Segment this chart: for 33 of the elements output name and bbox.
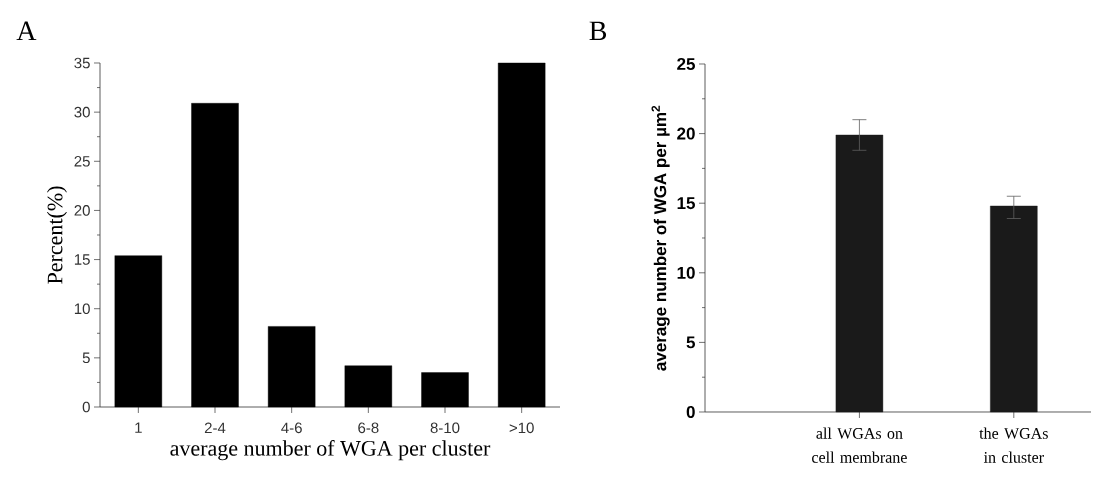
x-tick-label: 6-8 bbox=[358, 422, 379, 434]
y-tick-label: 5 bbox=[82, 352, 90, 364]
x-tick-label: 8-10 bbox=[430, 422, 460, 434]
y-tick-label: 5 bbox=[686, 336, 696, 349]
y-tick-label: 0 bbox=[82, 401, 90, 413]
x-tick-label: the WGAs in cluster bbox=[979, 427, 1048, 463]
y-axis-title: Percent(%) bbox=[46, 186, 67, 284]
y-tick-label: 10 bbox=[74, 303, 90, 315]
y-tick-label: 30 bbox=[74, 106, 90, 118]
x-tick-label: 1 bbox=[135, 422, 142, 433]
y-tick-label: 20 bbox=[74, 205, 90, 216]
y-tick-label: 0 bbox=[686, 405, 695, 419]
chart-title: B bbox=[589, 21, 607, 41]
y-tick-label: 10 bbox=[677, 266, 695, 279]
y-tick-label: 20 bbox=[677, 127, 695, 140]
x-tick-label: 2-4 bbox=[204, 422, 226, 434]
bar bbox=[267, 326, 316, 408]
bar bbox=[421, 372, 469, 408]
y-tick-label: 15 bbox=[74, 254, 90, 265]
x-tick-label: 4-6 bbox=[281, 422, 302, 434]
y-tick-label: 25 bbox=[74, 155, 90, 167]
chart-title: A bbox=[16, 21, 37, 41]
x-axis-title: average number of WGA per cluster bbox=[170, 440, 491, 461]
y-tick-label: 25 bbox=[677, 57, 695, 71]
x-tick-label: all WGAs on cell membrane bbox=[812, 427, 907, 463]
y-tick-label: 15 bbox=[677, 197, 695, 210]
bar bbox=[497, 62, 546, 408]
bar bbox=[191, 103, 239, 408]
y-axis-title: average number of WGA per µm$^{2}$ bbox=[651, 105, 670, 371]
bar bbox=[114, 255, 163, 408]
y-tick-label: 35 bbox=[74, 57, 90, 69]
x-tick-label: >10 bbox=[509, 422, 534, 434]
bar bbox=[344, 365, 393, 408]
